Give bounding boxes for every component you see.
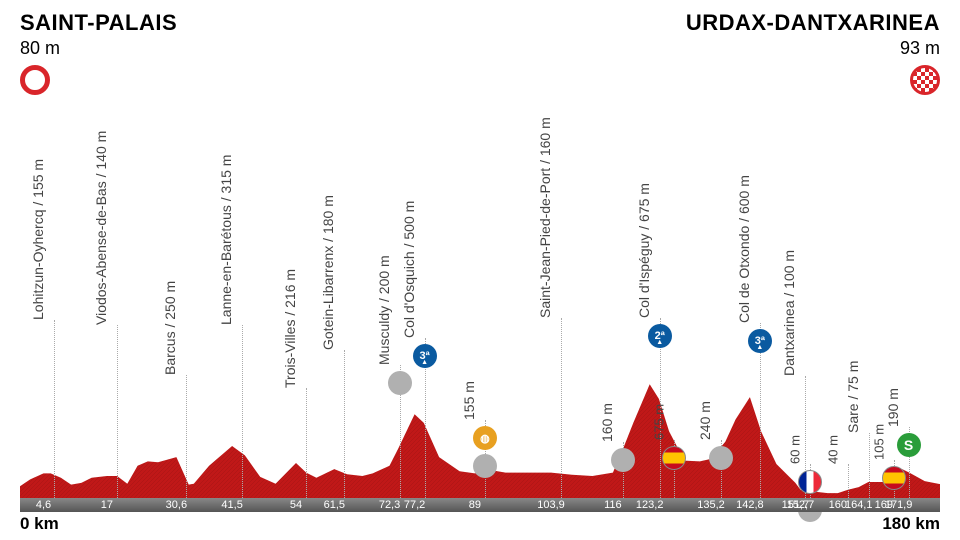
waypoint-text: Col d'Osquich / 500 m (401, 201, 417, 338)
km-mark: 17 (101, 498, 113, 512)
waypoint-text: Sare / 75 m (845, 361, 861, 433)
km-mark: 89 (469, 498, 481, 512)
flag-es-icon (662, 446, 686, 470)
finish-elev: 93 m (900, 38, 940, 59)
waypoint-text: Saint-Jean-Pied-de-Port / 160 m (537, 117, 553, 318)
waypoint-text: Lanne-en-Barétous / 315 m (218, 155, 234, 325)
waypoint-text: 190 m (885, 388, 901, 427)
waypoint-text: 675 m (652, 404, 667, 440)
waypoint-text: Trois-Villes / 216 m (282, 269, 298, 388)
start-km: 0 km (20, 514, 59, 534)
feed-icon: ◍ (473, 426, 497, 450)
km-axis: 4,6 17 30,6 41,5 54 61,5 72,3 77,2 89 103,9 116 123… (20, 498, 940, 512)
start-city: SAINT-PALAIS (20, 10, 177, 36)
category-icon: 2ª▲ (648, 324, 672, 348)
waypoint-text: Lohitzun-Oyhercq / 155 m (30, 159, 46, 320)
waypoint-text: Col de Otxondo / 600 m (736, 175, 752, 323)
start-block: SAINT-PALAIS 80 m (20, 10, 177, 95)
category-icon: 3ª▲ (748, 329, 772, 353)
footer: 0 km 180 km (20, 514, 940, 534)
category-icon: 3ª▲ (413, 344, 437, 368)
checkpoint-icon (473, 454, 497, 478)
checkpoint-icon (611, 448, 635, 472)
km-mark: 116 (604, 498, 622, 512)
finish-city: URDAX-DANTXARINEA (686, 10, 940, 36)
waypoint-text: 105 m (871, 424, 886, 460)
waypoint-text: 40 m (825, 435, 840, 464)
km-mark: 54 (290, 498, 302, 512)
waypoint-text: 60 m (788, 435, 803, 464)
finish-km: 180 km (882, 514, 940, 534)
elevation-profile: Lohitzun-Oyhercq / 155 mViodos-Abense-de… (20, 140, 940, 500)
finish-icon (910, 65, 940, 95)
sprint-icon: S (897, 433, 921, 457)
checkpoint-icon (388, 371, 412, 395)
flag-fr-icon (798, 470, 822, 494)
waypoint-text: Musculdy / 200 m (376, 255, 392, 365)
waypoint-text: 155 m (461, 381, 477, 420)
km-mark: 30,6 (166, 498, 187, 512)
waypoint-text: 240 m (697, 401, 713, 440)
km-mark: 61,5 (324, 498, 345, 512)
km-mark: 77,2 (404, 498, 425, 512)
km-mark: 152,7 (787, 498, 815, 512)
flag-es-icon (882, 466, 906, 490)
km-mark: 41,5 (221, 498, 242, 512)
checkpoint-icon (709, 446, 733, 470)
start-elev: 80 m (20, 38, 177, 59)
km-mark: 123,2 (636, 498, 664, 512)
waypoint-text: Viodos-Abense-de-Bas / 140 m (93, 131, 109, 325)
km-mark: 171,9 (885, 498, 913, 512)
waypoint-text: 160 m (599, 403, 615, 442)
waypoint-text: Barcus / 250 m (162, 281, 178, 375)
waypoint-text: Dantxarinea / 100 m (781, 250, 797, 376)
km-mark: 142,8 (736, 498, 764, 512)
km-mark: 135,2 (697, 498, 725, 512)
finish-block: URDAX-DANTXARINEA 93 m (686, 10, 940, 95)
km-mark: 72,3 (379, 498, 400, 512)
waypoint-text: Col d'Ispéguy / 675 m (636, 183, 652, 318)
start-icon (20, 65, 50, 95)
km-mark: 164,1 (845, 498, 873, 512)
km-mark: 103,9 (537, 498, 565, 512)
km-mark: 4,6 (36, 498, 51, 512)
waypoint-text: Gotein-Libarrenx / 180 m (320, 195, 336, 350)
header: SAINT-PALAIS 80 m URDAX-DANTXARINEA 93 m (20, 10, 940, 95)
